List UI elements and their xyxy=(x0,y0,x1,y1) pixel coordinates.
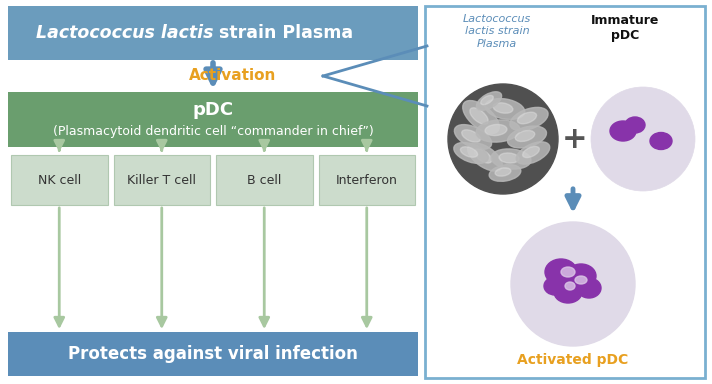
Ellipse shape xyxy=(485,99,525,119)
Text: Protects against viral infection: Protects against viral infection xyxy=(68,345,358,363)
Text: pDC: pDC xyxy=(192,101,234,119)
Ellipse shape xyxy=(523,146,540,157)
Ellipse shape xyxy=(461,130,481,142)
Ellipse shape xyxy=(485,124,507,136)
Text: Killer T cell: Killer T cell xyxy=(127,174,197,187)
FancyBboxPatch shape xyxy=(11,155,108,205)
Ellipse shape xyxy=(461,147,478,157)
Ellipse shape xyxy=(454,124,491,149)
Ellipse shape xyxy=(510,108,548,131)
Ellipse shape xyxy=(610,121,636,141)
Ellipse shape xyxy=(545,259,577,285)
Text: Lactococcus lactis: Lactococcus lactis xyxy=(36,24,213,42)
Ellipse shape xyxy=(491,149,531,169)
Text: Interferon: Interferon xyxy=(336,174,398,187)
Ellipse shape xyxy=(554,281,582,303)
Text: Activated pDC: Activated pDC xyxy=(518,353,629,367)
Text: Lactococcus
lactis strain
Plasma: Lactococcus lactis strain Plasma xyxy=(463,14,531,49)
Ellipse shape xyxy=(454,142,488,164)
Ellipse shape xyxy=(577,278,601,298)
Text: strain Plasma: strain Plasma xyxy=(213,24,353,42)
Ellipse shape xyxy=(566,264,596,288)
Text: NK cell: NK cell xyxy=(38,174,81,187)
Circle shape xyxy=(511,222,635,346)
Ellipse shape xyxy=(463,101,499,134)
FancyBboxPatch shape xyxy=(318,155,415,205)
Ellipse shape xyxy=(499,153,519,163)
Ellipse shape xyxy=(625,117,645,133)
Text: Immature
pDC: Immature pDC xyxy=(591,14,659,42)
Ellipse shape xyxy=(575,276,587,284)
FancyBboxPatch shape xyxy=(113,155,210,205)
Ellipse shape xyxy=(493,103,513,113)
Ellipse shape xyxy=(468,143,503,171)
FancyBboxPatch shape xyxy=(8,332,418,376)
Ellipse shape xyxy=(481,95,493,104)
Ellipse shape xyxy=(470,108,488,124)
Ellipse shape xyxy=(476,120,520,142)
Ellipse shape xyxy=(561,267,575,277)
Circle shape xyxy=(448,84,558,194)
Ellipse shape xyxy=(565,282,575,290)
FancyBboxPatch shape xyxy=(8,92,418,147)
FancyBboxPatch shape xyxy=(216,155,313,205)
Circle shape xyxy=(591,87,695,191)
Text: (Plasmacytoid dendritic cell “commander in chief”): (Plasmacytoid dendritic cell “commander … xyxy=(53,125,373,138)
Ellipse shape xyxy=(650,132,672,149)
Text: +: + xyxy=(562,124,588,154)
Ellipse shape xyxy=(476,92,502,110)
Ellipse shape xyxy=(544,277,566,295)
Ellipse shape xyxy=(489,165,520,181)
Ellipse shape xyxy=(495,168,511,176)
Ellipse shape xyxy=(516,142,550,164)
FancyBboxPatch shape xyxy=(425,6,705,378)
Ellipse shape xyxy=(515,131,535,141)
FancyBboxPatch shape xyxy=(8,6,418,60)
Ellipse shape xyxy=(508,126,547,148)
Text: Activation: Activation xyxy=(189,68,277,83)
Text: B cell: B cell xyxy=(247,174,281,187)
Ellipse shape xyxy=(474,149,492,163)
Ellipse shape xyxy=(518,112,537,124)
